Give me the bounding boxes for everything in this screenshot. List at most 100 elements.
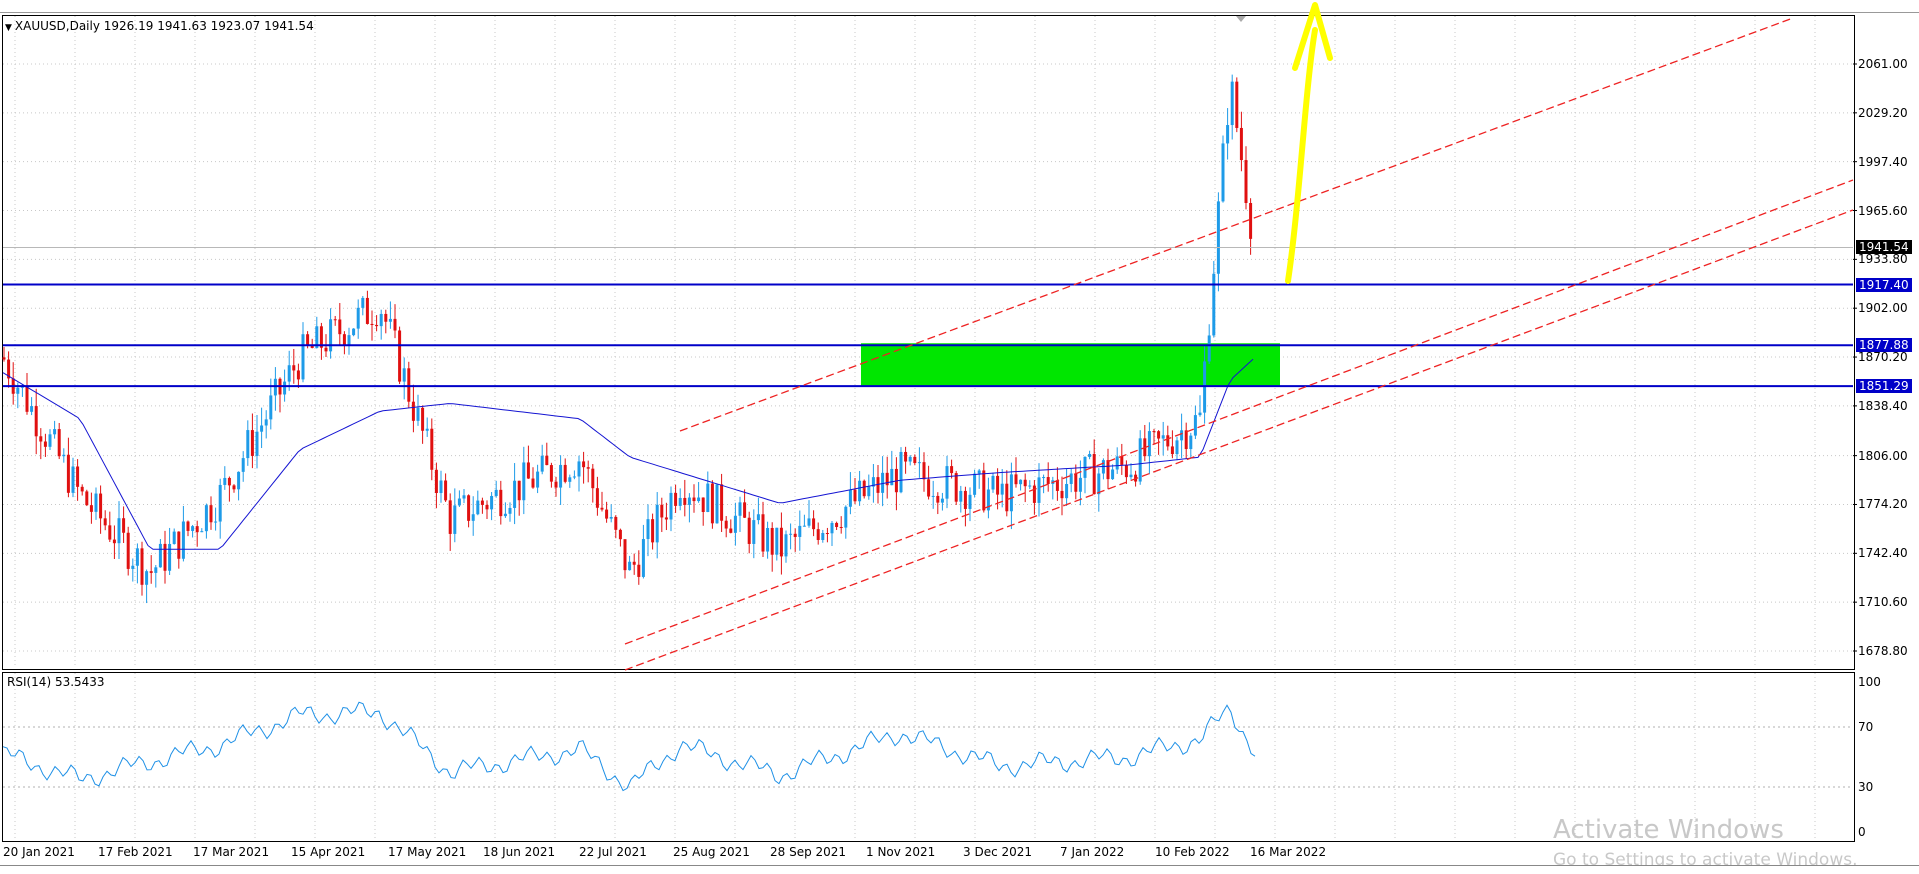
candle-body: [434, 469, 438, 494]
candle-body: [729, 528, 733, 533]
candle-body: [669, 492, 673, 520]
time-axis-label: 25 Aug 2021: [673, 845, 750, 859]
candle-body: [53, 429, 57, 435]
candle-body: [1161, 435, 1165, 439]
chart-title-text: XAUUSD,Daily 1926.19 1941.63 1923.07 194…: [14, 19, 314, 33]
candle-body: [1023, 479, 1027, 487]
candle-body: [531, 478, 535, 488]
candle-body: [315, 326, 319, 348]
candle-body: [595, 488, 599, 508]
candle-body: [1019, 479, 1023, 485]
candle-body: [1055, 480, 1059, 491]
candle-body: [1239, 127, 1243, 161]
time-axis-label: 3 Dec 2021: [963, 845, 1033, 859]
candle-body: [444, 480, 448, 501]
candle-body: [131, 565, 135, 569]
candle-body: [761, 514, 765, 552]
channel-middle-line: [624, 179, 1854, 645]
candle-body: [94, 493, 98, 512]
candle-body: [237, 471, 241, 490]
rsi-axis-label: 0: [1858, 825, 1866, 839]
candle-body: [664, 517, 668, 520]
candle-body: [186, 521, 190, 531]
candle-body: [1180, 430, 1184, 441]
candle-body: [858, 480, 862, 502]
candle-body: [1124, 464, 1128, 478]
candle-body: [692, 497, 696, 502]
candle-body: [651, 519, 655, 543]
candle-body: [1092, 453, 1096, 495]
candle-body: [365, 297, 369, 324]
price-marker-label: 1851.29: [1856, 379, 1912, 394]
candle-body: [577, 461, 581, 477]
candle-body: [158, 543, 162, 568]
candle-body: [977, 470, 981, 474]
candle-body: [480, 500, 484, 505]
candle-body: [499, 489, 503, 517]
chart-tabs-bar[interactable]: [0, 865, 1919, 874]
candle-body: [384, 313, 388, 322]
candle-body: [830, 522, 834, 534]
candle-body: [453, 505, 457, 534]
candle-body: [950, 466, 954, 474]
candle-body: [62, 454, 66, 457]
candle-body: [200, 531, 204, 533]
candle-body: [618, 529, 622, 540]
candle-body: [1244, 160, 1248, 203]
candle-body: [701, 497, 705, 512]
candle-body: [637, 564, 641, 577]
candle-body: [678, 497, 682, 506]
candle-body: [103, 518, 107, 526]
price-marker-label: 1941.54: [1856, 240, 1912, 255]
candle-body: [1166, 435, 1170, 447]
candle-body: [959, 490, 963, 502]
candle-body: [204, 505, 208, 532]
candle-body: [191, 526, 195, 531]
candle-body: [99, 493, 103, 519]
candle-body: [632, 561, 636, 565]
candle-body: [812, 518, 816, 530]
candle-body: [462, 495, 466, 499]
candle-body: [1175, 440, 1179, 455]
candle-body: [126, 532, 130, 569]
candle-body: [66, 454, 70, 493]
candle-body: [398, 330, 402, 382]
candle-body: [853, 489, 857, 502]
candle-body: [476, 500, 480, 515]
candle-body: [968, 494, 972, 509]
candle-body: [628, 561, 632, 571]
collapse-triangle-icon[interactable]: ▼: [5, 23, 12, 33]
candle-body: [485, 504, 489, 510]
candle-body: [407, 368, 411, 402]
candle-body: [738, 502, 742, 516]
candle-body: [991, 475, 995, 490]
candle-body: [273, 378, 277, 396]
top-border: [0, 12, 1919, 13]
yellow-arrow-shaft: [1285, 27, 1318, 284]
candle-body: [1005, 483, 1009, 512]
candle-body: [2, 357, 6, 360]
candle-body: [1152, 431, 1156, 433]
yellow-arrow-head: [1292, 2, 1333, 71]
channel-upper-line: [679, 17, 1794, 432]
candle-body: [1115, 456, 1119, 470]
candle-body: [890, 468, 894, 486]
candle-body: [835, 522, 839, 528]
candle-body: [908, 456, 912, 462]
candle-body: [770, 527, 774, 555]
candle-body: [614, 517, 618, 530]
candle-body: [996, 475, 1000, 495]
candle-body: [430, 428, 434, 470]
candle-body: [1249, 202, 1253, 239]
price-axis-label: 1806.00: [1858, 448, 1908, 463]
candle-body: [149, 571, 153, 573]
candle-body: [821, 533, 825, 540]
price-marker-label: 1877.88: [1856, 338, 1912, 353]
candle-body: [1207, 335, 1211, 362]
candle-body: [494, 489, 498, 496]
candle-body: [388, 318, 392, 322]
candle-body: [448, 500, 452, 534]
candle-body: [241, 458, 245, 472]
price-marker-label: 1917.40: [1856, 277, 1912, 292]
